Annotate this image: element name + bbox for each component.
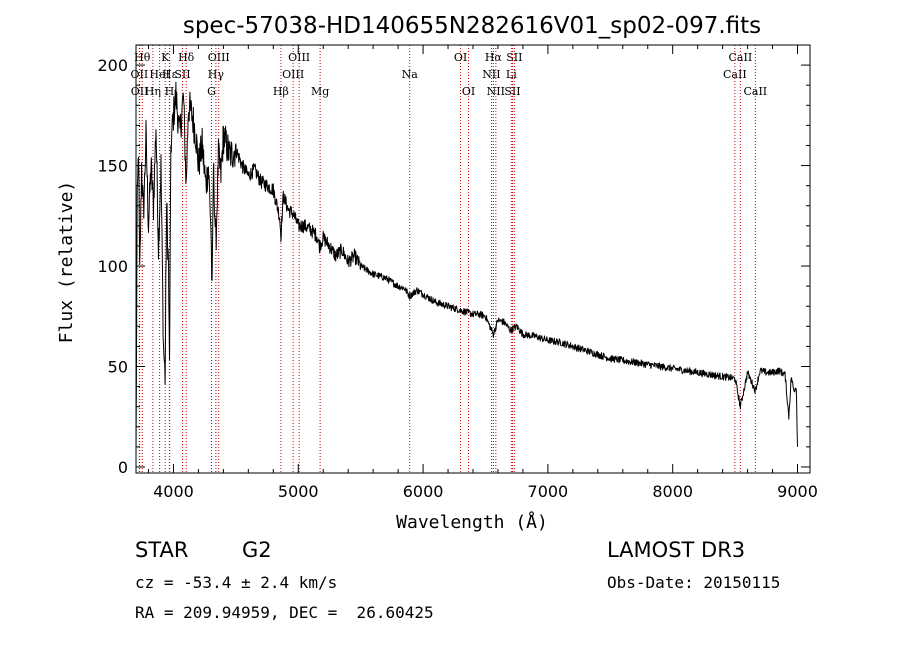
reference-line-label: OI [462,85,475,98]
reference-line-label: Mg [311,85,329,98]
x-axis-label: Wavelength (Å) [396,511,548,533]
y-tick-label: 150 [97,157,128,176]
reference-line-label: Hη [145,85,161,98]
reference-line-label: Hβ [273,85,289,98]
y-tick-label: 100 [97,257,128,276]
chart-title: spec-57038-HD140655N282616V01_sp02-097.f… [183,13,761,39]
reference-line-label: SII [504,85,520,98]
coordinates: RA = 209.94959, DEC = 26.60425 [135,603,434,622]
reference-line-label: NII [482,68,500,81]
spectrum-chart: spec-57038-HD140655N282616V01_sp02-097.f… [56,13,818,533]
reference-line-label: Li [506,68,517,81]
survey-name: LAMOST DR3 [607,538,746,562]
reference-line-label: OII [131,85,149,98]
spectral-subclass: G2 [242,538,272,562]
reference-line-label: Hε [162,68,178,81]
reference-line-label: CaII [743,85,767,98]
reference-line-label: OIII [208,51,230,64]
reference-line-label: CaII [729,51,753,64]
plot-area [135,81,798,456]
x-tick-label: 5000 [278,482,319,501]
reference-line-label: SII [506,51,522,64]
obs-date: Obs-Date: 20150115 [607,573,781,592]
x-tick-label: 6000 [403,482,444,501]
reference-line-label: Hδ [178,51,195,64]
spectrum-line [135,81,798,456]
y-axis-ticks: 0 50 100 150 200 [97,56,810,477]
reference-line-label: OIII [282,68,304,81]
x-tick-label: 8000 [652,482,693,501]
y-axis-label: Flux (relative) [56,181,77,344]
y-tick-label: 0 [118,458,128,477]
reference-line-label: OIII [288,51,310,64]
x-axis-ticks: 4000 5000 6000 7000 8000 9000 [147,45,818,501]
y-tick-label: 50 [108,358,128,377]
plot-frame [135,44,811,474]
reference-line-label: K [161,51,170,64]
reference-line-label: Hγ [208,68,225,81]
redshift-readout: cz = -53.4 ± 2.4 km/s [135,573,338,592]
y-tick-label: 200 [97,56,128,75]
reference-line-label: HeI [149,68,169,81]
object-class: STAR [135,538,189,562]
reference-line-label: G [207,85,216,98]
x-tick-label: 4000 [153,482,194,501]
reference-line-label: OI [454,51,467,64]
reference-line-label: SII [174,68,190,81]
reference-line-label: Hθ [134,51,151,64]
reference-line-label: OII [131,68,149,81]
reference-line-label: CaII [723,68,747,81]
reference-line-label: H [165,85,175,98]
reference-line-label: NII [487,85,505,98]
x-tick-label: 9000 [777,482,818,501]
reference-line-label: Na [402,68,419,81]
reference-line-label: Hα [485,51,503,64]
x-tick-label: 7000 [528,482,569,501]
